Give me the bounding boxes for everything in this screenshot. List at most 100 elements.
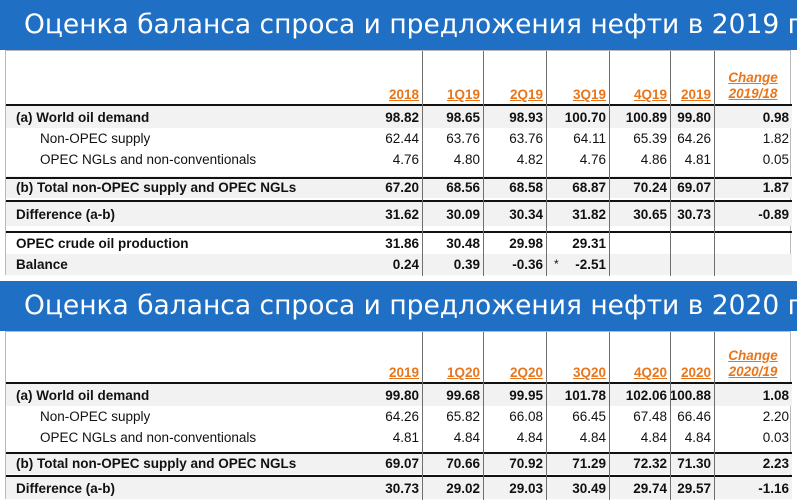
value-cell: 67.20	[385, 179, 419, 195]
title-2020: Оценка баланса спроса и предложения нефт…	[24, 290, 797, 321]
value-cell: 100.70	[564, 109, 606, 125]
column-header: 2Q20	[509, 365, 543, 380]
row-label: Non-OPEC supply	[40, 409, 151, 424]
value-cell: 69.07	[385, 455, 419, 471]
value-cell: 30.73	[677, 206, 711, 222]
value-cell: 4.84	[579, 430, 606, 445]
value-cell: 29.98	[509, 236, 543, 251]
column-header: 3Q19	[572, 87, 606, 102]
change-cell: 2.23	[762, 455, 789, 471]
row-separator	[6, 104, 792, 106]
table-row: (a) World oil demand 98.82 98.65 98.93 100.7…	[6, 106, 792, 128]
column-divider	[422, 332, 423, 500]
header-row: 2018 1Q19 2Q19 3Q19 4Q19 2019 Change 2019/18	[6, 51, 792, 104]
value-cell: 30.34	[509, 206, 543, 222]
change-header-line: 2019/18	[728, 86, 778, 101]
column-divider	[546, 51, 547, 276]
value-cell: 71.30	[677, 455, 711, 471]
value-cell: 68.56	[446, 179, 480, 195]
value-cell: 98.65	[446, 109, 480, 125]
table-row: Non-OPEC supply 64.26 65.82 66.08 66.45 67.48…	[6, 406, 792, 427]
change-cell: 0.98	[762, 109, 789, 125]
value-cell: 100.88	[669, 387, 711, 403]
value-cell: 29.02	[446, 480, 480, 496]
value-cell: 4.84	[516, 430, 543, 445]
column-header: 3Q20	[572, 365, 606, 380]
table-row: Difference (a-b) 31.62 30.09 30.34 31.82 30.6…	[6, 202, 792, 226]
column-header: 4Q19	[633, 87, 667, 102]
value-cell: 64.26	[385, 409, 419, 424]
value-cell: 30.48	[446, 236, 480, 251]
value-cell	[670, 233, 714, 254]
value-cell: 29.03	[509, 480, 543, 496]
value-cell: 101.78	[564, 387, 606, 403]
change-cell: 1.82	[762, 131, 789, 146]
value-cell: 64.11	[573, 131, 606, 146]
header-row: 2019 1Q20 2Q20 3Q20 4Q20 2020 Change 2020/19	[6, 332, 792, 382]
row-separator	[6, 177, 792, 179]
title-banner-2020: Оценка баланса спроса и предложения нефт…	[0, 281, 797, 331]
value-cell: 69.07	[677, 179, 711, 195]
column-divider	[546, 332, 547, 500]
value-cell: 30.65	[633, 206, 667, 222]
row-label: OPEC crude oil production	[16, 236, 189, 251]
table-row: Difference (a-b) 30.73 29.02 29.03 30.49 29.7…	[6, 477, 792, 499]
change-column-header: Change 2020/19	[714, 332, 792, 382]
change-cell: 2.20	[762, 409, 789, 424]
value-cell: 72.32	[633, 455, 667, 471]
value-cell: 29.31	[572, 236, 606, 251]
value-cell	[609, 254, 670, 275]
value-cell: 30.49	[572, 480, 606, 496]
value-cell: 4.84	[684, 430, 711, 445]
row-label: OPEC NGLs and non-conventionals	[40, 152, 257, 167]
value-cell: 0.24	[392, 257, 419, 272]
column-divider	[670, 332, 671, 500]
column-divider	[670, 51, 671, 276]
value-cell: 63.76	[446, 131, 480, 146]
change-cell: 0.03	[762, 430, 789, 445]
value-cell: 100.89	[625, 109, 667, 125]
table-row: (b) Total non-OPEC supply and OPEC NGLs 6…	[6, 176, 792, 198]
change-cell: 1.87	[762, 179, 789, 195]
value-cell: 68.58	[509, 179, 543, 195]
value-cell: 65.39	[633, 131, 667, 146]
value-cell: 4.84	[453, 430, 480, 445]
row-label: Difference (a-b)	[16, 480, 116, 496]
row-label: (b) Total non-OPEC supply and OPEC NGLs	[16, 179, 297, 195]
column-divider	[422, 51, 423, 276]
value-cell: 66.08	[509, 409, 543, 424]
column-header: 1Q20	[446, 365, 480, 380]
column-header: 2018	[388, 87, 419, 102]
row-separator	[6, 382, 792, 384]
row-label: Non-OPEC supply	[40, 131, 151, 146]
column-header: 2020	[680, 365, 711, 380]
row-separator	[6, 200, 792, 202]
value-cell: 4.84	[640, 430, 667, 445]
value-cell: 63.76	[509, 131, 543, 146]
value-cell: 4.82	[516, 152, 543, 167]
value-cell: 29.57	[677, 480, 711, 496]
value-cell: 0.39	[453, 257, 480, 272]
value-cell: 99.95	[509, 387, 543, 403]
column-header: 1Q19	[446, 87, 480, 102]
table-row: (a) World oil demand 99.80 99.68 99.95 101.7…	[6, 384, 792, 406]
change-cell: 1.08	[762, 387, 789, 403]
value-cell: 71.29	[572, 455, 606, 471]
value-cell: 66.45	[572, 409, 606, 424]
value-cell: 98.93	[509, 109, 543, 125]
value-cell: 4.80	[453, 152, 480, 167]
value-cell: 31.62	[385, 206, 419, 222]
value-cell: 31.82	[572, 206, 606, 222]
row-separator	[6, 452, 792, 454]
value-cell: 99.80	[677, 109, 711, 125]
value-cell: 4.76	[392, 152, 419, 167]
balance-table-2020: 2019 1Q20 2Q20 3Q20 4Q20 2020 Change 2020/19 (a)…	[5, 331, 792, 500]
value-cell: 4.81	[684, 152, 711, 167]
column-divider	[714, 332, 715, 500]
value-cell: 67.48	[633, 409, 667, 424]
change-header-line: Change	[728, 348, 778, 363]
value-cell: 99.68	[446, 387, 480, 403]
column-divider	[483, 51, 484, 276]
footnote-mark: *	[554, 257, 559, 271]
value-cell: 70.92	[509, 455, 543, 471]
